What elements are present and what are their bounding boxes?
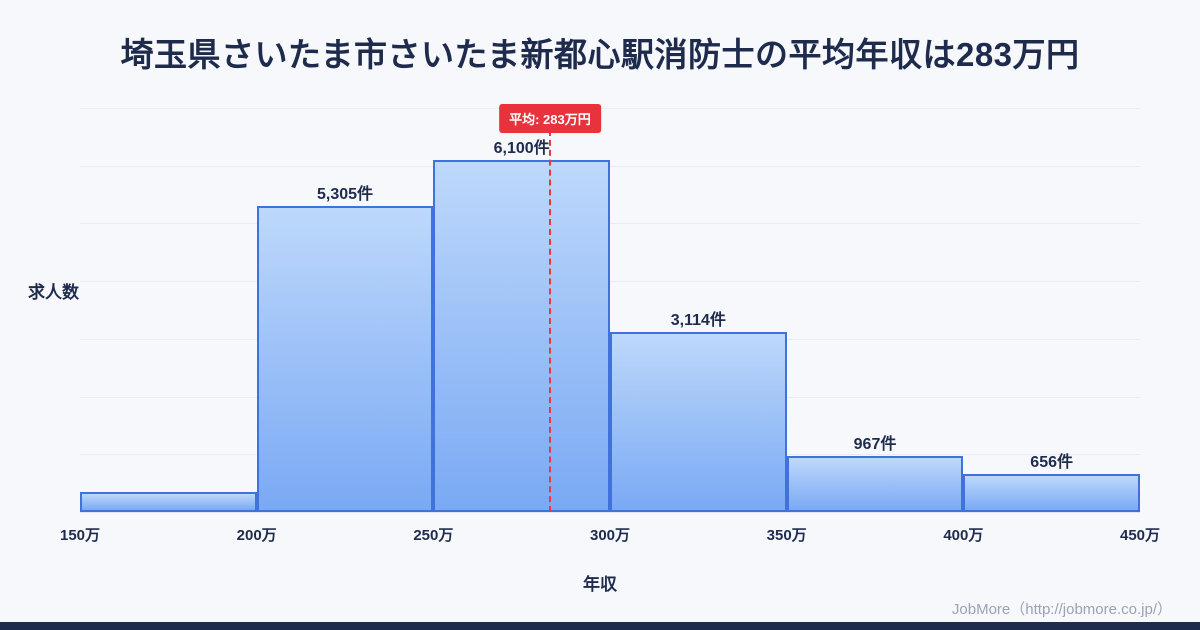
x-tick-label: 200万 (236, 527, 277, 544)
bar-value-label: 6,100件 (493, 140, 550, 157)
page-title: 埼玉県さいたま市さいたま新都心駅消防士の平均年収は283万円 (120, 36, 1080, 73)
histogram-bar (963, 474, 1140, 512)
x-tick-label: 150万 (59, 527, 101, 544)
histogram-bar (433, 160, 610, 512)
x-tick-label: 250万 (413, 527, 454, 544)
bar-value-label: 656件 (1030, 454, 1074, 472)
x-tick-label: 300万 (589, 527, 631, 544)
bottom-accent-strip (0, 622, 1200, 630)
footer-credit: JobMore（http://jobmore.co.jp/） (951, 601, 1172, 618)
gridline (80, 223, 1140, 225)
gridline (80, 281, 1140, 283)
histogram-bar (80, 491, 257, 512)
bar-value-label: 3,114件 (670, 312, 726, 330)
gridline (80, 108, 1140, 110)
y-axis-title: 求人数 (28, 283, 79, 302)
gridline (80, 165, 1140, 167)
average-badge: 平均: 283万円 (499, 104, 601, 133)
x-axis-line (80, 512, 1140, 513)
average-line (548, 130, 551, 512)
x-tick-label: 400万 (943, 527, 984, 544)
bar-value-label: 967件 (853, 436, 897, 454)
bar-value-label: 5,305件 (316, 185, 374, 203)
x-axis-title: 年収 (583, 575, 617, 594)
histogram-bar (786, 456, 964, 512)
x-tick-label: 350万 (766, 527, 807, 544)
x-tick-label: 450万 (1119, 527, 1161, 544)
histogram-bar (610, 332, 787, 512)
histogram-bar (256, 205, 434, 512)
